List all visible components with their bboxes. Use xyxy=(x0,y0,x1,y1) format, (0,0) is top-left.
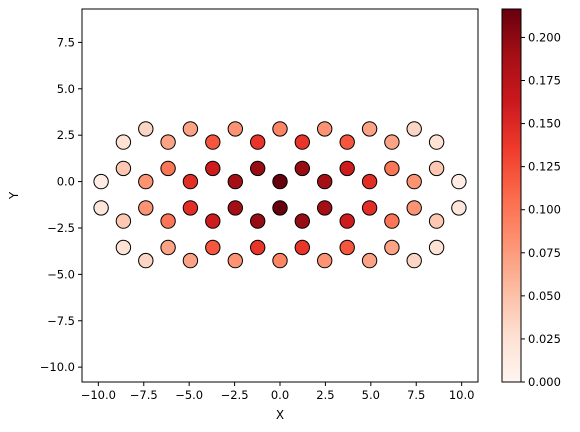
scatter-point xyxy=(205,213,221,229)
scatter-point xyxy=(428,160,445,177)
scatter-point xyxy=(361,200,378,216)
scatter-point xyxy=(294,239,310,256)
scatter-point xyxy=(361,173,378,190)
scatter-point xyxy=(205,160,221,177)
scatter-point xyxy=(227,173,244,190)
y-tick-label: 7.5 xyxy=(57,35,75,49)
colorbar-tick-label: 0.000 xyxy=(528,375,561,389)
scatter-point xyxy=(227,121,244,137)
colorbar-tick-label: 0.125 xyxy=(528,160,561,174)
y-axis-label: Y xyxy=(7,191,21,200)
scatter-point xyxy=(205,239,221,256)
scatter-point xyxy=(294,134,310,150)
y-tick-label: −10.0 xyxy=(40,360,75,374)
scatter-point xyxy=(428,134,445,150)
colorbar xyxy=(501,8,522,383)
scatter-point xyxy=(428,239,445,256)
x-axis-label: X xyxy=(276,408,284,422)
scatter-point xyxy=(182,173,199,190)
scatter-point xyxy=(317,252,333,269)
scatter-point xyxy=(384,213,400,229)
scatter-point xyxy=(138,200,154,216)
colorbar-tick-label: 0.150 xyxy=(528,117,561,131)
scatter-points xyxy=(93,121,467,269)
colorbar-tick-label: 0.050 xyxy=(528,289,561,303)
y-tick-label: 5.0 xyxy=(57,82,75,96)
y-tick-label: 0.0 xyxy=(57,175,75,189)
scatter-point xyxy=(272,173,288,190)
y-tick-label: −2.5 xyxy=(47,221,75,235)
y-tick-label: −7.5 xyxy=(47,314,75,328)
scatter-point xyxy=(339,160,355,177)
scatter-point xyxy=(205,134,221,150)
scatter-point xyxy=(138,173,154,190)
scatter-point xyxy=(115,213,132,229)
scatter-point xyxy=(406,173,422,190)
scatter-point xyxy=(272,200,288,216)
scatter-point xyxy=(406,200,422,216)
scatter-point xyxy=(451,173,467,190)
colorbar-tick-label: 0.200 xyxy=(528,30,561,44)
scatter-point xyxy=(294,213,310,229)
x-tick-label: 7.5 xyxy=(407,388,425,402)
scatter-point xyxy=(339,239,355,256)
scatter-point xyxy=(406,121,422,137)
scatter-point xyxy=(250,160,266,177)
scatter-point xyxy=(294,160,310,177)
scatter-point xyxy=(317,173,333,190)
scatter-point xyxy=(227,200,244,216)
scatter-point xyxy=(138,252,154,269)
scatter-point xyxy=(339,213,355,229)
scatter-point xyxy=(272,121,288,137)
x-tick-label: −7.5 xyxy=(130,388,158,402)
y-tick-label: 2.5 xyxy=(57,128,75,142)
x-tick-label: 2.5 xyxy=(316,388,334,402)
scatter-point xyxy=(227,252,244,269)
scatter-point xyxy=(317,200,333,216)
scatter-point xyxy=(384,160,400,177)
scatter-point xyxy=(115,239,132,256)
scatter-point xyxy=(182,252,199,269)
scatter-point xyxy=(115,160,132,177)
colorbar-tick-label: 0.025 xyxy=(528,332,561,346)
x-tick-label: 10.0 xyxy=(449,388,475,402)
scatter-point xyxy=(361,121,378,137)
x-tick-label: 5.0 xyxy=(362,388,380,402)
colorbar-tick-label: 0.175 xyxy=(528,73,561,87)
x-tick-label: 0.0 xyxy=(271,388,289,402)
scatter-point xyxy=(428,213,445,229)
scatter-point xyxy=(406,252,422,269)
scatter-point xyxy=(250,213,266,229)
x-axis-ticks: −10.0 −7.5 −5.0 −2.5 0.0 2.5 5.0 7.5 10.0 xyxy=(81,382,475,402)
scatter-point xyxy=(182,121,199,137)
scatter-point xyxy=(250,134,266,150)
scatter-point xyxy=(160,160,176,177)
x-tick-label: −2.5 xyxy=(221,388,249,402)
x-tick-label: −5.0 xyxy=(175,388,203,402)
scatter-point xyxy=(384,134,400,150)
scatter-point xyxy=(272,252,288,269)
scatter-point xyxy=(182,200,199,216)
scatter-point xyxy=(138,121,154,137)
y-tick-label: −5.0 xyxy=(47,267,75,281)
scatter-point xyxy=(93,173,109,190)
y-axis-ticks: −10.0 −7.5 −5.0 −2.5 0.0 2.5 5.0 7.5 xyxy=(40,35,82,374)
scatter-point xyxy=(451,200,467,216)
colorbar-tick-label: 0.075 xyxy=(528,246,561,260)
scatter-point xyxy=(160,239,176,256)
colorbar-ticks: 0.000 0.025 0.050 0.075 0.100 0.125 0.150 0.175… xyxy=(521,30,561,389)
scatter-point xyxy=(339,134,355,150)
scatter-point xyxy=(361,252,378,269)
scatter-point xyxy=(115,134,132,150)
colorbar-tick-label: 0.100 xyxy=(528,203,561,217)
plot-background xyxy=(82,9,478,382)
x-tick-label: −10.0 xyxy=(81,388,116,402)
scatter-point xyxy=(93,200,109,216)
scatter-point xyxy=(160,134,176,150)
scatter-point xyxy=(317,121,333,137)
scatter-point xyxy=(384,239,400,256)
scatter-point xyxy=(160,213,176,229)
scatter-point xyxy=(250,239,266,256)
